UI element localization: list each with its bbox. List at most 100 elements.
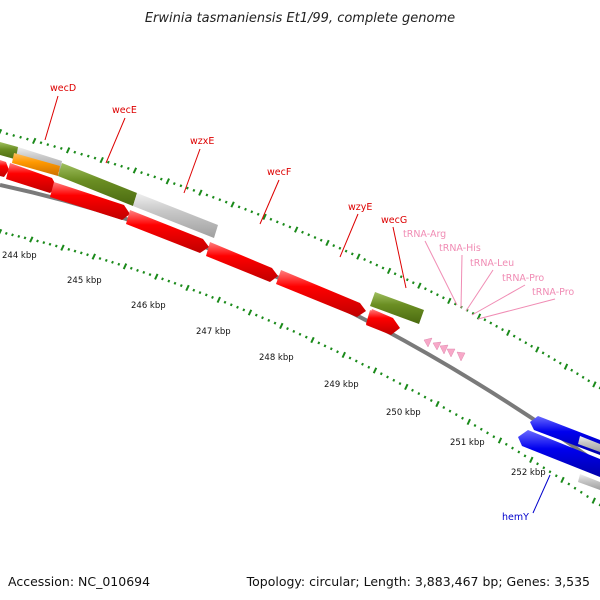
- outer-feature-track: [0, 142, 424, 324]
- ring-tick: [466, 418, 471, 426]
- label-leader-line: [392, 226, 407, 289]
- tick-label: 250 kbp: [386, 408, 421, 418]
- ring-tick: [548, 470, 552, 474]
- ring-tick: [473, 423, 477, 428]
- ring-tick: [93, 156, 97, 160]
- inner-tick-ring: [0, 228, 600, 507]
- ring-tick: [301, 230, 304, 234]
- ring-tick: [4, 231, 8, 235]
- ring-tick: [237, 205, 241, 209]
- ring-tick: [524, 341, 528, 345]
- ring-tick: [341, 351, 346, 359]
- ring-tick: [120, 164, 124, 168]
- ring-tick: [313, 235, 317, 240]
- ring-tick: [338, 246, 342, 250]
- ring-tick: [517, 450, 521, 454]
- ring-tick: [307, 233, 311, 237]
- ring-tick: [198, 291, 202, 295]
- ring-tick: [224, 200, 228, 204]
- ring-tick: [132, 167, 138, 174]
- ring-tick: [262, 213, 267, 220]
- trna-arrow-arg: [423, 337, 433, 348]
- tick-label: 244 kbp: [2, 251, 37, 261]
- ring-tick: [223, 300, 227, 304]
- olive-feature-wecG: [370, 292, 424, 324]
- genome-backbone: [0, 183, 600, 467]
- tick-label: 249 kbp: [324, 380, 359, 390]
- ring-tick: [304, 335, 308, 339]
- ring-tick: [435, 400, 440, 408]
- ring-tick: [367, 365, 371, 369]
- ring-tick: [242, 308, 246, 312]
- ring-tick: [381, 266, 385, 270]
- summary-text: Topology: circular; Length: 3,883,467 bp…: [246, 574, 590, 589]
- forward-gene-track: [0, 160, 400, 335]
- ring-tick: [372, 367, 378, 374]
- ring-tick: [530, 344, 534, 348]
- trna-track: [423, 337, 466, 362]
- ring-tick: [0, 228, 3, 236]
- ring-tick: [192, 288, 196, 292]
- ring-tick: [298, 332, 302, 336]
- ring-tick: [591, 497, 596, 504]
- label-leader-line: [465, 269, 494, 312]
- ring-tick: [411, 388, 414, 392]
- map-title: Erwinia tasmaniensis Et1/99, complete ge…: [145, 11, 455, 26]
- ring-tick: [541, 351, 545, 355]
- ring-tick: [529, 456, 534, 463]
- ring-tick: [554, 474, 558, 478]
- gene-labels: wecD wecE wzxE wecF wzyE wecG tRNA-Arg tRNA-His…: [44, 83, 574, 523]
- ring-tick: [567, 482, 571, 486]
- ring-tick: [161, 277, 164, 281]
- kbp-tick-labels: 244 kbp 245 kbp 246 kbp 247 kbp 248 kbp 249 k…: [2, 251, 546, 478]
- ring-tick: [0, 128, 3, 136]
- ring-tick: [486, 431, 489, 435]
- ring-tick: [126, 166, 130, 170]
- ring-tick: [497, 437, 503, 444]
- ring-tick: [279, 322, 284, 330]
- ring-tick: [36, 239, 39, 243]
- ring-tick: [230, 201, 235, 208]
- grey-feature-edge: [578, 436, 600, 452]
- ring-tick: [435, 293, 439, 297]
- gene-arrow-hemY: [518, 430, 600, 477]
- ring-tick: [256, 212, 260, 216]
- ring-tick: [317, 341, 321, 345]
- ring-tick: [441, 296, 445, 300]
- ring-tick: [369, 260, 373, 264]
- ring-tick: [205, 193, 209, 197]
- ring-tick: [512, 334, 516, 338]
- ring-tick: [558, 361, 562, 365]
- tick-label: 251 kbp: [450, 438, 485, 448]
- ring-tick: [511, 446, 514, 450]
- ring-tick: [59, 146, 63, 150]
- ring-tick: [29, 236, 34, 243]
- ring-tick: [54, 244, 58, 248]
- ring-tick: [375, 263, 379, 267]
- outer-tick-ring: [0, 128, 600, 390]
- ring-tick: [523, 454, 527, 458]
- ring-tick: [461, 416, 464, 420]
- ring-tick: [159, 177, 163, 181]
- ring-tick: [332, 244, 336, 248]
- ring-tick: [142, 270, 146, 274]
- ring-tick: [350, 252, 354, 256]
- ring-tick: [32, 137, 37, 145]
- ring-tick: [99, 156, 104, 164]
- gene-arrow-a: [50, 182, 130, 220]
- gene-label: wecE: [112, 105, 137, 116]
- ring-tick: [211, 195, 215, 199]
- tick-label: 245 kbp: [67, 276, 102, 286]
- gene-arrow-wzxE: [126, 210, 209, 253]
- ring-tick: [405, 278, 409, 282]
- ring-tick: [354, 359, 358, 363]
- ring-tick: [73, 150, 77, 154]
- ring-tick: [167, 279, 171, 283]
- ring-tick: [489, 321, 493, 325]
- ring-tick: [423, 287, 427, 291]
- label-leader-line: [44, 95, 59, 141]
- gene-label: wecD: [50, 83, 76, 94]
- ring-tick: [129, 266, 133, 270]
- ring-tick: [448, 409, 452, 413]
